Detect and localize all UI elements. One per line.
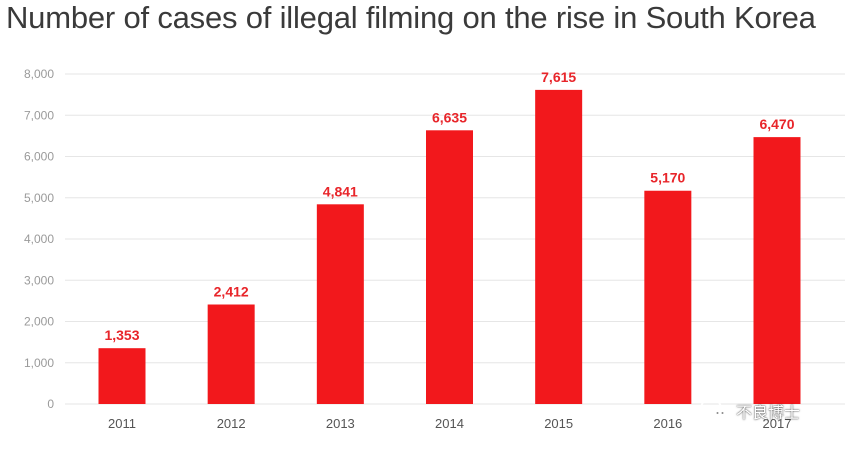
- x-tick-label-2017: 2017: [763, 416, 792, 431]
- data-labels: 1,353 2,412 4,841 6,635 7,615 5,170 6,470: [104, 69, 794, 343]
- data-label-2016: 5,170: [650, 170, 685, 186]
- x-tick-label-2012: 2012: [217, 416, 246, 431]
- x-tick-label-2015: 2015: [544, 416, 573, 431]
- y-tick-label: 3,000: [24, 273, 54, 287]
- data-label-2012: 2,412: [214, 284, 249, 300]
- watermark-text: 不良博士: [736, 403, 801, 422]
- bars: [98, 89, 801, 405]
- bar-2016: [644, 190, 692, 404]
- y-tick-label: 7,000: [24, 108, 54, 122]
- x-tick-label-2011: 2011: [108, 416, 136, 431]
- bar-2012: [207, 304, 255, 404]
- chart-title: Number of cases of illegal filming on th…: [6, 0, 816, 35]
- data-label-2013: 4,841: [323, 183, 358, 199]
- bar-2011: [98, 348, 146, 404]
- bar-2013: [316, 204, 364, 404]
- data-label-2015: 7,615: [541, 69, 576, 85]
- x-tick-label-2016: 2016: [653, 416, 682, 431]
- y-tick-label: 6,000: [24, 150, 54, 164]
- y-tick-label: 1,000: [24, 356, 54, 370]
- wechat-icon: [700, 398, 728, 421]
- bar-2014: [426, 130, 473, 404]
- y-tick-label: 4,000: [24, 232, 54, 246]
- data-label-2011: 1,353: [104, 327, 139, 343]
- y-tick-label: 8,000: [24, 67, 54, 81]
- bar-2017: [753, 137, 801, 405]
- watermark: 不良博士: [700, 398, 800, 424]
- bar-2015: [535, 89, 583, 404]
- x-tick-label-2014: 2014: [435, 416, 464, 431]
- y-tick-label: 2,000: [24, 315, 54, 329]
- y-tick-label: 0: [47, 397, 54, 411]
- data-label-2017: 6,470: [759, 116, 794, 132]
- x-tick-label-2013: 2013: [326, 416, 355, 431]
- data-label-2014: 6,635: [432, 109, 467, 125]
- x-axis-tick-labels: 2011 2012 2013 2014 2015 2016 2017: [108, 416, 791, 431]
- y-axis-tick-labels: 0 1,000 2,000 3,000 4,000 5,000 6,000 7,000 8,00…: [24, 67, 54, 411]
- y-tick-label: 5,000: [24, 191, 54, 205]
